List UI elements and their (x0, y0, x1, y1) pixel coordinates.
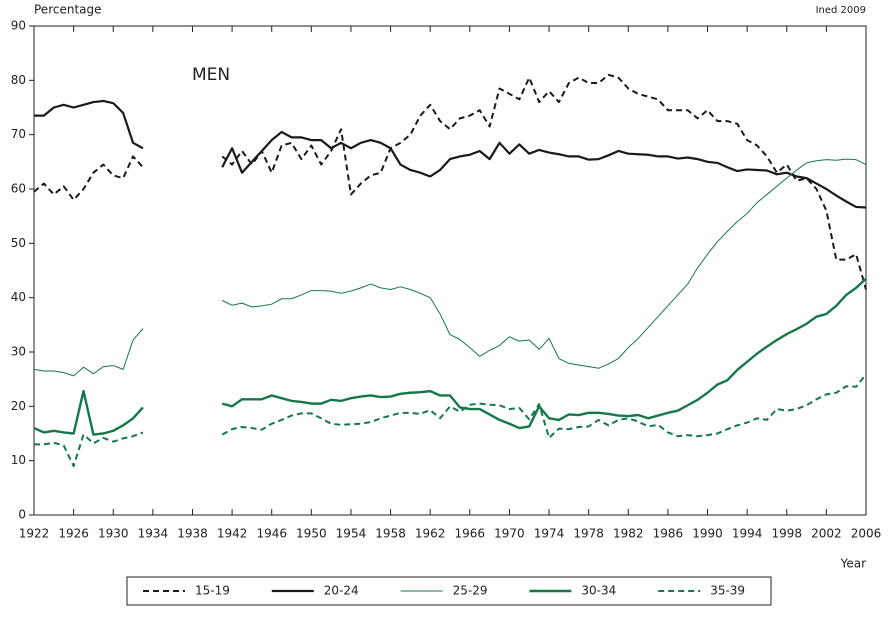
y-tick-label: 60 (11, 182, 26, 196)
x-tick-label: 1958 (375, 527, 406, 541)
x-tick-label: 2006 (851, 527, 882, 541)
y-tick-label: 90 (11, 19, 26, 33)
x-tick-label: 1938 (177, 527, 208, 541)
y-tick-label: 70 (11, 127, 26, 141)
x-tick-label: 1990 (692, 527, 723, 541)
x-tick-label: 1986 (653, 527, 684, 541)
y-axis-label: Percentage (34, 3, 102, 17)
y-tick-label: 20 (11, 399, 26, 413)
x-tick-label: 1930 (98, 527, 129, 541)
plot-frame (33, 25, 867, 516)
x-tick-label: 1982 (613, 527, 644, 541)
y-tick-label: 40 (11, 290, 26, 304)
x-tick-label: 1954 (336, 527, 367, 541)
x-tick-label: 1978 (573, 527, 604, 541)
x-tick-label: 1922 (19, 527, 50, 541)
series-line (33, 277, 867, 436)
x-tick-label: 1998 (771, 527, 802, 541)
y-tick-label: 10 (11, 453, 26, 467)
legend-label: 35-39 (710, 584, 745, 598)
x-tick-label: 1974 (534, 527, 565, 541)
source: Ined 2009 (816, 5, 866, 16)
series-line (34, 373, 867, 468)
x-tick-label: 1934 (138, 527, 169, 541)
series-line (33, 73, 867, 290)
x-tick-label: 1970 (494, 527, 525, 541)
legend-box (126, 576, 772, 606)
series-line (33, 158, 867, 377)
x-tick-label: 2002 (811, 527, 842, 541)
x-tick-label: 1942 (217, 527, 248, 541)
x-tick-label: 1966 (455, 527, 486, 541)
y-tick-label: 80 (11, 73, 26, 87)
x-axis-label: Year (840, 557, 866, 571)
chart-title: MEN (192, 65, 230, 85)
legend-label: 20-24 (324, 584, 359, 598)
x-tick-label: 1926 (58, 527, 89, 541)
x-tick-label: 1994 (732, 527, 763, 541)
legend-label: 30-34 (581, 584, 616, 598)
legend-label: 15-19 (195, 584, 230, 598)
legend-label: 25-29 (453, 584, 488, 598)
x-tick-label: 1950 (296, 527, 327, 541)
y-tick-label: 30 (11, 345, 26, 359)
series-line (34, 99, 867, 209)
x-tick-label: 1946 (256, 527, 287, 541)
y-tick-label: 50 (11, 236, 26, 250)
x-tick-label: 1962 (415, 527, 446, 541)
y-tick-label: 0 (18, 508, 26, 522)
